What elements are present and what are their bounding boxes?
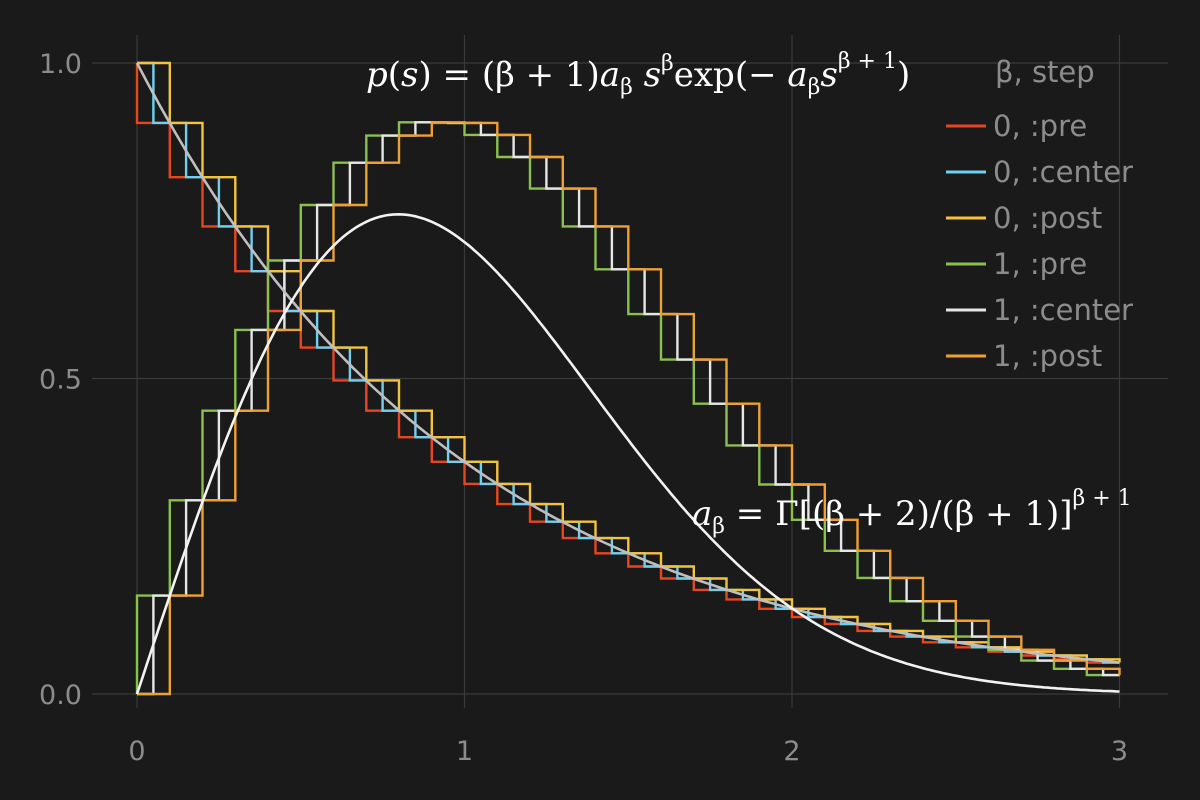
y-tick-label: 0.5	[39, 365, 82, 396]
series-line-0-pre	[135, 63, 1120, 664]
legend-item-label: 0, :post	[993, 201, 1102, 235]
legend-item-label: 1, :center	[993, 293, 1133, 327]
series-line-1-pre	[135, 121, 1120, 694]
formula-a-annotation: aβ = Γ[(β + 2)/(β + 1)]β + 1	[692, 486, 1132, 539]
series-line-1-post	[137, 121, 1121, 696]
y-tick-label: 0.0	[39, 680, 82, 711]
smooth-curve-beta-1	[135, 212, 1120, 695]
series-lines	[135, 61, 1121, 696]
axis-ticks: 0 1 2 3 0.0 0.5 1.0	[39, 49, 1128, 767]
legend-item-label: 0, :center	[993, 155, 1133, 189]
x-tick-label: 1	[456, 736, 473, 767]
x-tick-label: 2	[783, 736, 800, 767]
legend-item-label: 1, :pre	[993, 247, 1087, 281]
legend-item-label: 0, :pre	[993, 109, 1087, 143]
smooth-curve-beta-0	[135, 62, 1120, 664]
y-tick-label: 1.0	[39, 49, 82, 80]
legend: β, step 0, :pre 0, :center 0, :post 1, :pre…	[946, 55, 1133, 373]
series-line-0-post	[137, 61, 1121, 663]
series-line-0-center	[137, 61, 1120, 664]
formula-p-annotation: p(s) = (β + 1)aβ sβexp(− aβsβ + 1)	[366, 49, 910, 100]
grid	[92, 35, 1168, 708]
legend-item-label: 1, :post	[993, 339, 1102, 373]
x-tick-label: 3	[1111, 736, 1128, 767]
series-line-1-center	[137, 121, 1120, 696]
x-tick-label: 0	[128, 736, 145, 767]
legend-title: β, step	[995, 55, 1095, 89]
